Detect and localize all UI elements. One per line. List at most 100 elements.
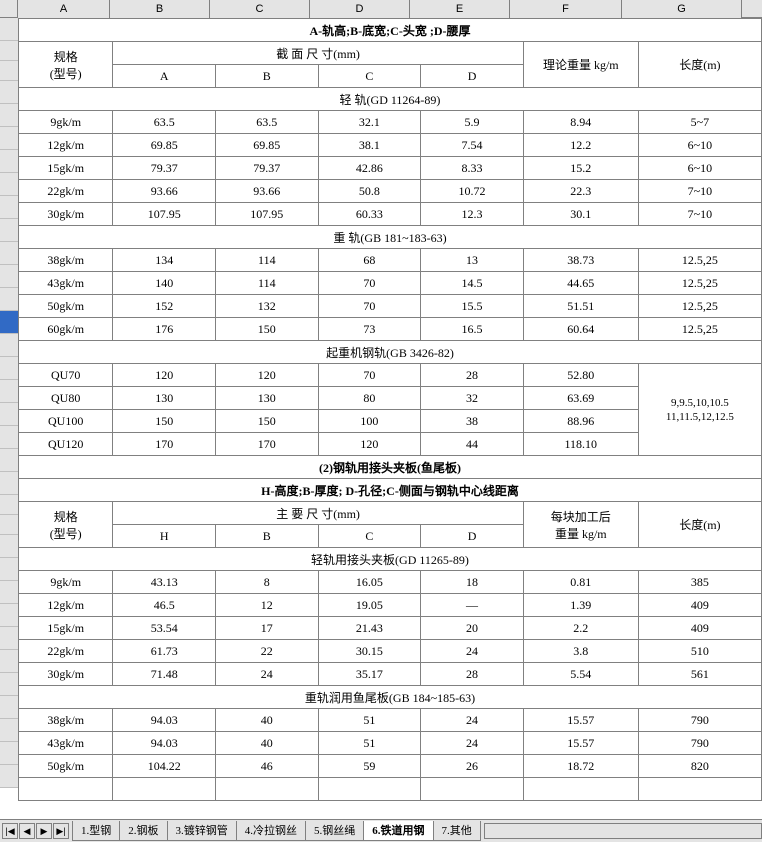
cell[interactable]: 35.17 [318,663,421,686]
cell[interactable] [638,778,761,801]
cell[interactable]: 32 [421,387,524,410]
cell[interactable]: 51 [318,709,421,732]
cell[interactable] [113,778,216,801]
cell[interactable]: 70 [318,295,421,318]
cell[interactable]: 30gk/m [19,663,113,686]
row-header[interactable] [0,581,18,604]
cell[interactable]: 2.2 [523,617,638,640]
column-header-E[interactable]: E [410,0,510,18]
row-header[interactable] [0,265,18,288]
column-header-A[interactable]: A [18,0,110,18]
cell[interactable]: 51 [318,732,421,755]
cell[interactable]: D [421,525,524,548]
sheet-tab[interactable]: 2.钢板 [119,821,167,841]
cell[interactable]: 3.8 [523,640,638,663]
cell[interactable]: QU80 [19,387,113,410]
cell[interactable]: 32.1 [318,111,421,134]
cell[interactable]: 176 [113,318,216,341]
cell[interactable]: 61.73 [113,640,216,663]
cell[interactable]: 52.80 [523,364,638,387]
row-header[interactable] [0,81,18,104]
cell[interactable]: 重轨润用鱼尾板(GB 184~185-63) [19,686,762,709]
cell[interactable]: 15gk/m [19,617,113,640]
row-header[interactable] [0,380,18,403]
cell[interactable]: H [113,525,216,548]
row-header[interactable] [0,311,18,334]
cell[interactable]: 120 [318,433,421,456]
select-all-corner[interactable] [0,0,18,18]
cell[interactable]: A [113,65,216,88]
cell[interactable]: 规格(型号) [19,42,113,88]
cell[interactable]: 130 [216,387,319,410]
tab-nav-button[interactable]: ▶ [36,823,52,839]
cell[interactable]: 46 [216,755,319,778]
sheet-tab[interactable]: 7.其他 [433,821,481,841]
cell[interactable]: 30gk/m [19,203,113,226]
row-header[interactable] [0,472,18,495]
cell[interactable]: 24 [421,709,524,732]
cell[interactable]: 12.5,25 [638,295,761,318]
cell[interactable]: 130 [113,387,216,410]
cell[interactable]: 44.65 [523,272,638,295]
cell[interactable] [523,778,638,801]
column-header-D[interactable]: D [310,0,410,18]
cell[interactable]: — [421,594,524,617]
row-header[interactable] [0,357,18,380]
cell[interactable]: 20 [421,617,524,640]
cell[interactable]: 重 轨(GB 181~183-63) [19,226,762,249]
cell[interactable]: B [216,65,319,88]
cell[interactable]: 94.03 [113,732,216,755]
tab-nav-button[interactable]: ◀ [19,823,35,839]
cell[interactable]: 88.96 [523,410,638,433]
cell[interactable]: 24 [216,663,319,686]
sheet-tab[interactable]: 4.冷拉钢丝 [236,821,306,841]
cell[interactable]: 150 [216,318,319,341]
cell[interactable]: 118.10 [523,433,638,456]
row-header[interactable] [0,604,18,627]
cell[interactable]: 12.2 [523,134,638,157]
cell[interactable]: 70 [318,364,421,387]
cell[interactable]: 140 [113,272,216,295]
cell[interactable]: 8.94 [523,111,638,134]
cell[interactable]: 6~10 [638,157,761,180]
cell[interactable]: 79.37 [216,157,319,180]
cell[interactable]: 14.5 [421,272,524,295]
cell[interactable]: 100 [318,410,421,433]
cell[interactable]: 8.33 [421,157,524,180]
cell[interactable]: 15.57 [523,709,638,732]
cell[interactable]: 长度(m) [638,42,761,88]
row-header[interactable] [0,673,18,696]
cell[interactable]: H-高度;B-厚度; D-孔径;C-侧面与钢轨中心线距离 [19,479,762,502]
cell[interactable]: 170 [113,433,216,456]
cell[interactable]: 15gk/m [19,157,113,180]
cell[interactable] [19,778,113,801]
row-header[interactable] [0,449,18,472]
cell[interactable]: 轻 轨(GD 11264-89) [19,88,762,111]
cell[interactable]: 510 [638,640,761,663]
cell[interactable]: 38 [421,410,524,433]
cell[interactable]: 22 [216,640,319,663]
cell[interactable]: 22.3 [523,180,638,203]
cell[interactable]: 18.72 [523,755,638,778]
cell[interactable]: 12.3 [421,203,524,226]
cell[interactable]: 16.05 [318,571,421,594]
row-header[interactable] [0,18,18,41]
cell[interactable]: 132 [216,295,319,318]
cell[interactable]: 409 [638,594,761,617]
column-header-C[interactable]: C [210,0,310,18]
cell[interactable]: 114 [216,249,319,272]
cell[interactable]: 7~10 [638,180,761,203]
cell[interactable]: 理论重量 kg/m [523,42,638,88]
cell[interactable]: 150 [216,410,319,433]
cell[interactable]: 28 [421,663,524,686]
cell[interactable]: QU120 [19,433,113,456]
sheet-tab[interactable]: 3.镀锌钢管 [167,821,237,841]
cell[interactable]: 5~7 [638,111,761,134]
row-header[interactable] [0,650,18,673]
cell[interactable]: 9gk/m [19,571,113,594]
cell[interactable]: 6~10 [638,134,761,157]
row-header[interactable] [0,535,18,558]
horizontal-scrollbar[interactable] [484,823,762,839]
cell[interactable]: 13 [421,249,524,272]
cell[interactable]: 12gk/m [19,134,113,157]
